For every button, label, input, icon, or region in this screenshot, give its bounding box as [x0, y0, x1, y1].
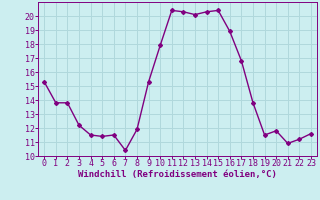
X-axis label: Windchill (Refroidissement éolien,°C): Windchill (Refroidissement éolien,°C) — [78, 170, 277, 179]
